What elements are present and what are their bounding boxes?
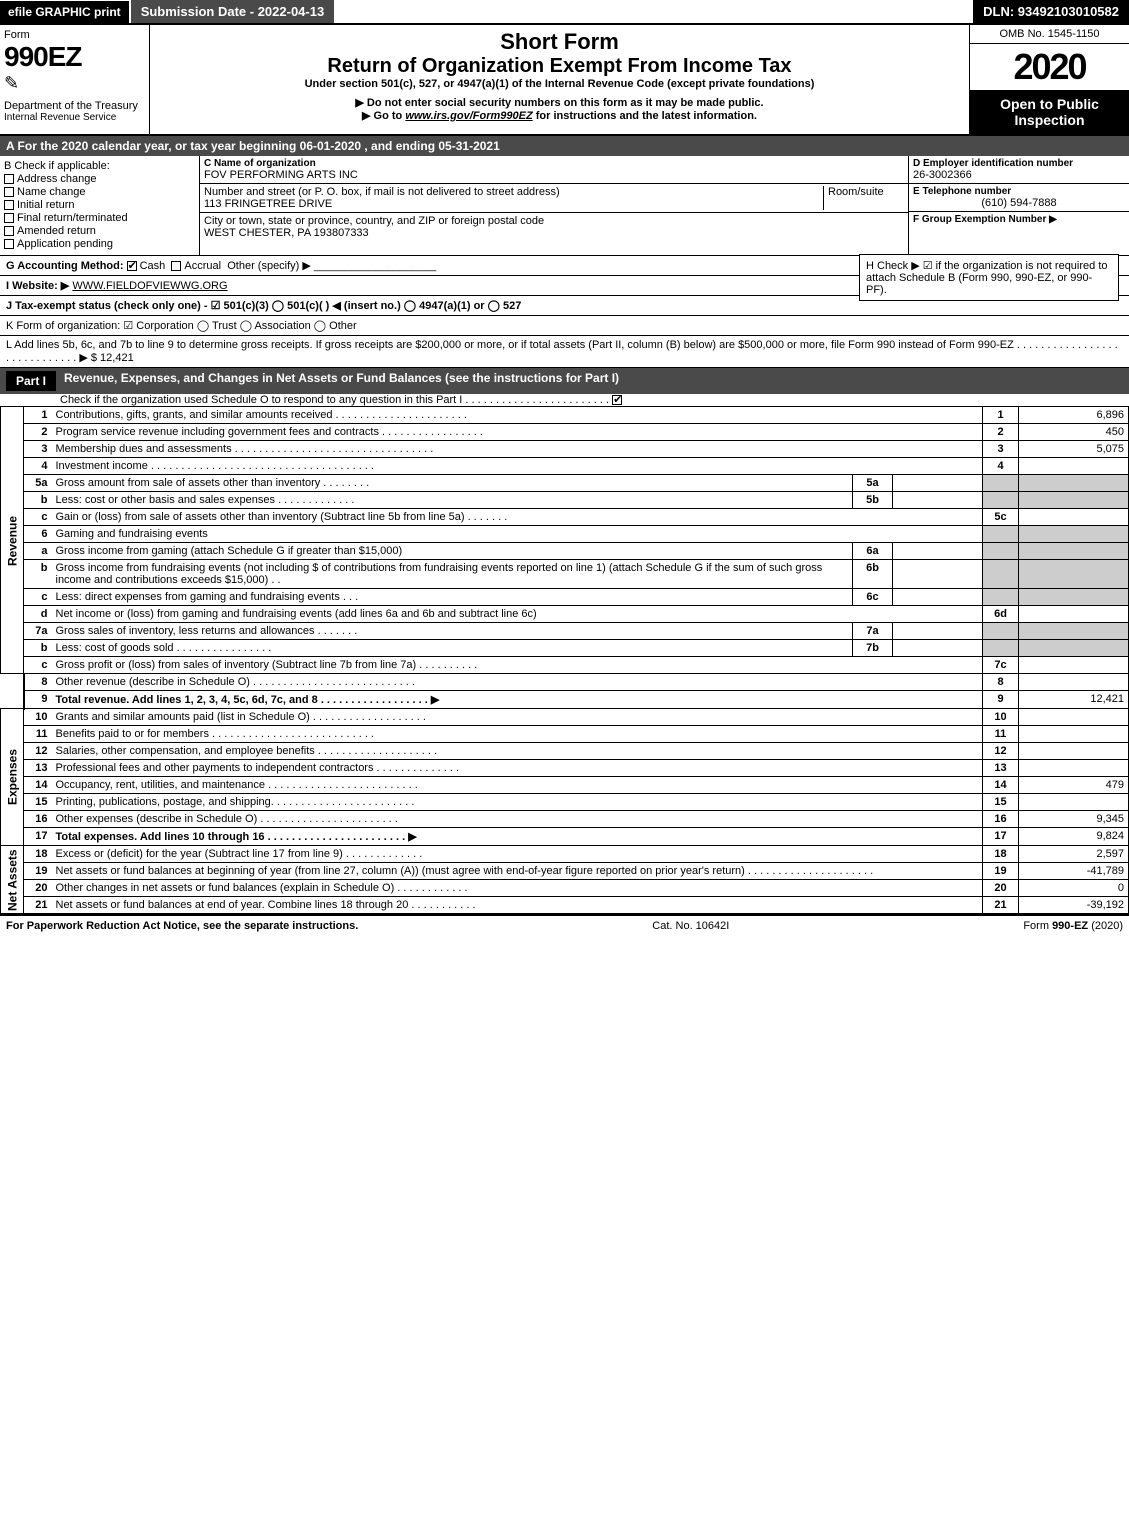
dln: DLN: 93492103010582 xyxy=(973,0,1129,23)
top-bar-left: efile GRAPHIC print Submission Date - 20… xyxy=(0,0,334,23)
d-ein-label: D Employer identification number xyxy=(913,158,1125,169)
box-d: D Employer identification number 26-3002… xyxy=(909,156,1129,255)
g-cash-checkbox[interactable] xyxy=(127,261,137,271)
department: Department of the Treasury xyxy=(4,94,145,112)
addr-label: Number and street (or P. O. box, if mail… xyxy=(204,186,560,198)
i-label: I Website: ▶ xyxy=(6,280,69,292)
short-form-title: Short Form xyxy=(154,29,965,55)
part-i-title: Revenue, Expenses, and Changes in Net As… xyxy=(64,371,619,391)
chk-application-pending[interactable]: Application pending xyxy=(4,238,195,250)
line-h-text: H Check ▶ ☑ if the organization is not r… xyxy=(866,260,1108,296)
goto-link[interactable]: www.irs.gov/Form990EZ xyxy=(405,110,532,122)
goto-line: ▶ Go to www.irs.gov/Form990EZ for instru… xyxy=(154,109,965,122)
revenue-tab: Revenue xyxy=(1,407,24,674)
room-suite-label: Room/suite xyxy=(824,186,904,210)
footer-center: Cat. No. 10642I xyxy=(652,920,729,932)
under-section: Under section 501(c), 527, or 4947(a)(1)… xyxy=(154,78,965,90)
phone-value: (610) 594-7888 xyxy=(913,197,1125,209)
header-left: Form 990EZ ✎ Department of the Treasury … xyxy=(0,25,150,134)
goto-pre: ▶ Go to xyxy=(362,110,405,122)
entity-box: B Check if applicable: Address change Na… xyxy=(0,156,1129,256)
chk-name-change[interactable]: Name change xyxy=(4,186,195,198)
irs: Internal Revenue Service xyxy=(4,112,145,123)
omb-number: OMB No. 1545-1150 xyxy=(970,25,1129,44)
form-header: Form 990EZ ✎ Department of the Treasury … xyxy=(0,25,1129,136)
footer-right: Form 990-EZ (2020) xyxy=(1023,920,1123,932)
j-text: J Tax-exempt status (check only one) - ☑… xyxy=(6,300,521,312)
line-l: L Add lines 5b, 6c, and 7b to line 9 to … xyxy=(0,336,1129,368)
efile-label[interactable]: efile GRAPHIC print xyxy=(0,1,129,23)
part-i-checkbox[interactable] xyxy=(612,395,622,405)
e-phone-label: E Telephone number xyxy=(913,186,1125,197)
f-group-label: F Group Exemption Number ▶ xyxy=(913,214,1125,225)
chk-amended-return[interactable]: Amended return xyxy=(4,225,195,237)
g-accrual-checkbox[interactable] xyxy=(171,261,181,271)
box-b: B Check if applicable: Address change Na… xyxy=(0,156,200,255)
org-address: 113 FRINGETREE DRIVE xyxy=(204,198,332,210)
expenses-tab: Expenses xyxy=(1,709,24,846)
chk-address-change[interactable]: Address change xyxy=(4,173,195,185)
revenue-table: Revenue 1 Contributions, gifts, grants, … xyxy=(0,406,1129,914)
goto-post: for instructions and the latest informat… xyxy=(533,110,757,122)
box-c: C Name of organization FOV PERFORMING AR… xyxy=(200,156,909,255)
tax-year: 2020 xyxy=(970,44,1129,90)
form-number: 990EZ xyxy=(4,41,145,73)
netassets-tab: Net Assets xyxy=(1,846,24,914)
chk-final-return[interactable]: Final return/terminated xyxy=(4,212,195,224)
header-center: Short Form Return of Organization Exempt… xyxy=(150,25,969,134)
do-not-enter: ▶ Do not enter social security numbers o… xyxy=(154,96,965,109)
top-bar: efile GRAPHIC print Submission Date - 20… xyxy=(0,0,1129,25)
website-link[interactable]: WWW.FIELDOFVIEWWG.ORG xyxy=(72,280,227,292)
form-word: Form xyxy=(4,29,145,41)
line-h-box: H Check ▶ ☑ if the organization is not r… xyxy=(859,254,1119,301)
part-i-header: Part I Revenue, Expenses, and Changes in… xyxy=(0,368,1129,394)
part-i-label: Part I xyxy=(6,371,56,391)
g-label: G Accounting Method: xyxy=(6,260,124,272)
city-label: City or town, state or province, country… xyxy=(204,215,544,227)
line-k: K Form of organization: ☑ Corporation ◯ … xyxy=(0,316,1129,336)
chk-initial-return[interactable]: Initial return xyxy=(4,199,195,211)
page-footer: For Paperwork Reduction Act Notice, see … xyxy=(0,914,1129,936)
open-to-public: Open to Public Inspection xyxy=(970,90,1129,134)
submission-date: Submission Date - 2022-04-13 xyxy=(129,0,335,23)
org-name: FOV PERFORMING ARTS INC xyxy=(204,169,904,181)
part-i-checkline: Check if the organization used Schedule … xyxy=(0,394,1129,406)
footer-left: For Paperwork Reduction Act Notice, see … xyxy=(6,920,358,932)
ein-value: 26-3002366 xyxy=(913,169,1125,181)
box-b-title: B Check if applicable: xyxy=(4,160,195,172)
org-city: WEST CHESTER, PA 193807333 xyxy=(204,227,369,239)
return-title: Return of Organization Exempt From Incom… xyxy=(154,55,965,78)
header-right: OMB No. 1545-1150 2020 Open to Public In… xyxy=(969,25,1129,134)
line-a: A For the 2020 calendar year, or tax yea… xyxy=(0,136,1129,156)
c-name-label: C Name of organization xyxy=(204,158,904,169)
